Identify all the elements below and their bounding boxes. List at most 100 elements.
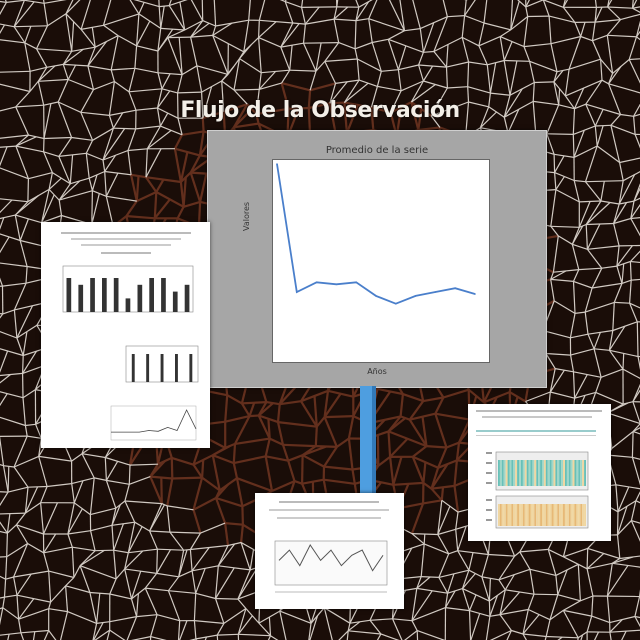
right-heat-cell: [498, 504, 500, 526]
main-chart-plot: [272, 159, 490, 363]
right-heat-cell: [501, 504, 504, 526]
left-bar: [137, 284, 143, 312]
main-chart-title: Promedio de la serie: [325, 145, 429, 156]
main-series-line: [276, 163, 476, 305]
right-heat-cell: [532, 460, 535, 486]
right-heat-cell: [517, 460, 520, 486]
right-heat-cell: [578, 504, 581, 526]
main-data-point: [375, 295, 377, 297]
left-bar2: [146, 354, 150, 382]
right-heat-cell: [551, 460, 554, 486]
left-bar: [66, 278, 72, 312]
right-heat-cell: [572, 460, 575, 486]
right-heat-cell: [584, 460, 587, 486]
right-heat-cell: [534, 504, 537, 526]
right-heat-cell: [513, 504, 516, 526]
right-heat-cell: [522, 504, 525, 526]
right-heat-cell: [540, 460, 543, 486]
main-data-point: [335, 283, 338, 286]
main-data-point: [395, 302, 397, 305]
main-data-point: [355, 281, 357, 284]
right-heat-cell: [542, 460, 544, 486]
main-data-point: [474, 293, 476, 295]
bottom-report-charts: [269, 501, 389, 593]
right-heat-cell: [566, 460, 569, 486]
main-line-chart: [276, 163, 476, 305]
left-bar: [149, 278, 154, 312]
right-heat-cell: [505, 460, 508, 486]
bottom-line-series: [278, 544, 384, 572]
right-heat-cell: [576, 460, 579, 486]
bottom-report-panel: [255, 493, 404, 609]
right-heatmap-1: [498, 460, 587, 486]
right-heat-cell: [570, 504, 573, 526]
right-heat-cell: [534, 460, 537, 486]
right-heat-cell: [503, 460, 506, 486]
right-heat-cell: [582, 460, 585, 486]
right-report-panel: [468, 404, 611, 541]
right-heat-cell: [528, 460, 531, 486]
right-heat-cell: [503, 504, 506, 526]
right-heat-cell: [584, 504, 587, 526]
right-heat-cell: [515, 460, 518, 486]
right-heat-cell: [547, 504, 550, 526]
right-heat-cell: [551, 504, 554, 526]
page-title: Flujo de la Observación: [180, 98, 460, 123]
left-bar2: [160, 354, 164, 382]
right-heat-cell: [530, 504, 533, 526]
right-heat-cell: [563, 460, 565, 486]
display-stand: [360, 386, 376, 496]
right-heat-cell: [565, 460, 567, 486]
right-heat-cell: [545, 504, 548, 526]
right-heat-cell: [580, 460, 583, 486]
right-heat-cell: [542, 504, 544, 526]
right-heat-cell: [528, 504, 531, 526]
right-heat-cell: [555, 504, 558, 526]
right-heat-cell: [498, 460, 500, 486]
right-heat-cell: [574, 504, 577, 526]
right-heat-cell: [517, 504, 520, 526]
right-heat-cell: [536, 504, 539, 526]
right-heat-cell: [521, 504, 523, 526]
right-heat-cell: [509, 504, 512, 526]
main-chart-xlabel: Años: [367, 367, 387, 376]
right-heat-cell: [521, 460, 523, 486]
right-heat-cell: [566, 504, 569, 526]
main-data-point: [276, 163, 278, 165]
right-heat-cell: [559, 504, 562, 526]
bottom-line-chart: [278, 544, 384, 572]
right-heat-cell: [555, 460, 558, 486]
left-bar: [90, 278, 95, 312]
left-line-series: [111, 409, 197, 433]
right-heat-cell: [547, 460, 550, 486]
right-heat-cell: [538, 460, 541, 486]
main-data-point: [434, 291, 437, 293]
main-data-point: [315, 281, 318, 284]
right-heat-cell: [578, 460, 581, 486]
right-heat-cell: [582, 504, 585, 526]
right-heat-cell: [524, 460, 527, 486]
right-heat-cell: [530, 460, 533, 486]
right-heat-cell: [580, 504, 583, 526]
left-report-panel: [41, 222, 210, 448]
right-heat-cell: [568, 504, 571, 526]
left-line-frame: [110, 405, 197, 441]
right-heat-cell: [540, 504, 543, 526]
left-bar: [113, 278, 119, 312]
right-heat-cell: [557, 460, 560, 486]
right-heat-cell: [519, 460, 521, 486]
left-bar-chart: [62, 265, 194, 313]
main-chart-panel: Promedio de la serie Valores Años: [207, 130, 547, 388]
main-data-point: [296, 291, 298, 293]
left-bar2: [175, 354, 178, 382]
right-heat-cell: [563, 504, 565, 526]
right-heat-cell: [507, 504, 510, 526]
left-report-header: [61, 232, 191, 254]
right-heat-cell: [509, 460, 512, 486]
right-heat-cell: [574, 460, 577, 486]
left-bar: [172, 291, 178, 312]
right-heat-cell: [557, 504, 560, 526]
right-heat-cell: [513, 460, 516, 486]
left-bar: [161, 278, 166, 312]
right-heat-cell: [568, 460, 571, 486]
